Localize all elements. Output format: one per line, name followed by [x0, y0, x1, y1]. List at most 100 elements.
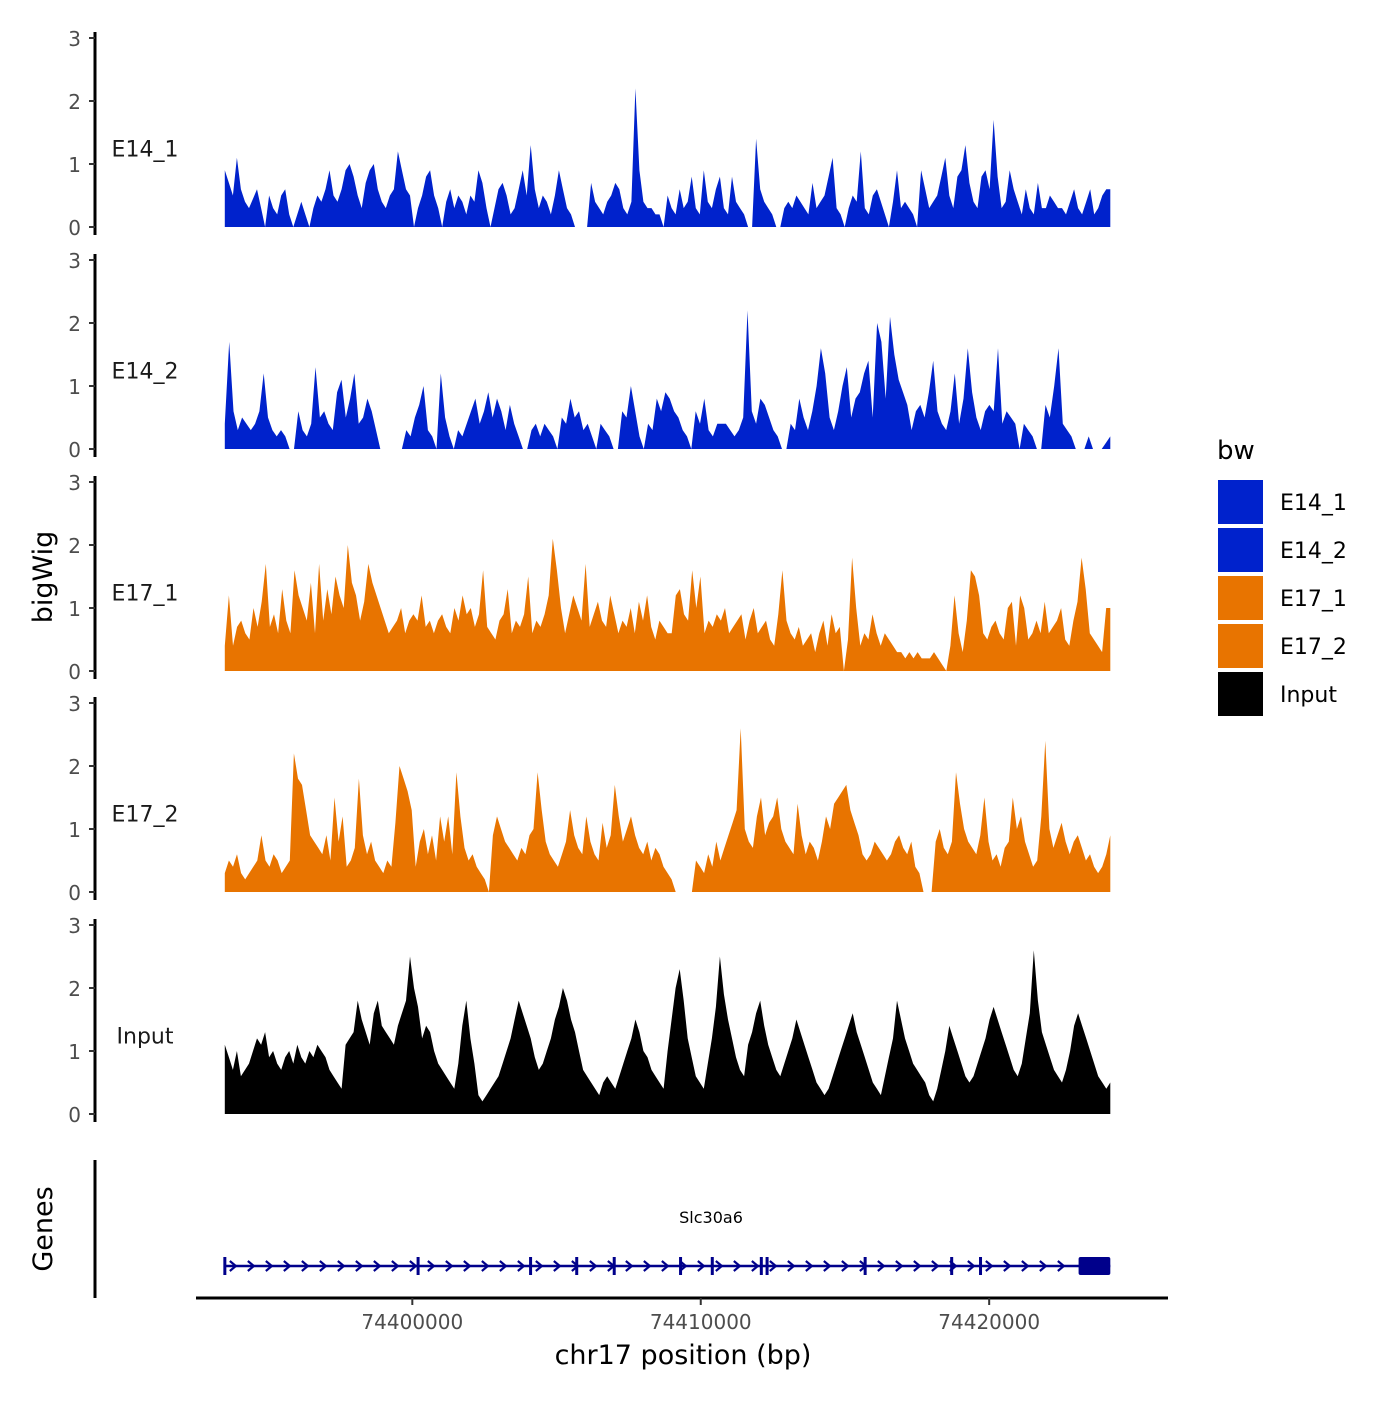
strand-arrow	[229, 1260, 238, 1272]
strand-arrow	[445, 1260, 454, 1272]
signal-area-e17-2	[224, 728, 1111, 892]
y-tick-label: 2	[68, 312, 81, 336]
legend-key-e14-1	[1218, 480, 1263, 524]
y-tick-label: 3	[68, 27, 81, 51]
strand-arrow	[535, 1260, 544, 1272]
strand-arrow	[697, 1260, 706, 1272]
strand-arrow	[985, 1260, 994, 1272]
legend-key-e17-1	[1218, 576, 1263, 620]
genes-track-title: Genes	[28, 1186, 59, 1271]
strand-arrow	[1003, 1260, 1012, 1272]
signal-area-input	[224, 950, 1111, 1114]
legend-label: E17_2	[1280, 635, 1347, 660]
exon-mark	[950, 1257, 954, 1275]
strand-arrow	[967, 1260, 976, 1272]
strand-arrow	[481, 1260, 490, 1272]
track-label: Input	[117, 1025, 174, 1050]
strand-arrow	[499, 1260, 508, 1272]
strand-arrow	[787, 1260, 796, 1272]
utr-block	[1078, 1257, 1111, 1275]
y-tick-label: 2	[68, 90, 81, 114]
y-tick-label: 3	[68, 914, 81, 938]
exon-mark	[759, 1257, 763, 1275]
strand-arrow	[733, 1260, 742, 1272]
exon-mark	[612, 1257, 616, 1275]
exon-mark	[863, 1257, 867, 1275]
strand-arrow	[247, 1260, 256, 1272]
strand-arrow	[1021, 1260, 1030, 1272]
y-tick-label: 0	[68, 438, 81, 462]
strand-arrow	[931, 1260, 940, 1272]
gene-name-label: Slc30a6	[679, 1208, 743, 1227]
y-tick-label: 3	[68, 692, 81, 716]
strand-arrow	[301, 1260, 310, 1272]
strand-arrow	[913, 1260, 922, 1272]
y-tick-label: 1	[68, 818, 81, 842]
y-tick-label: 0	[68, 881, 81, 905]
y-tick-label: 2	[68, 534, 81, 558]
legend-label: E14_2	[1280, 539, 1347, 564]
strand-arrow	[355, 1260, 364, 1272]
strand-arrow	[643, 1260, 652, 1272]
strand-arrow	[373, 1260, 382, 1272]
track-label: E17_1	[112, 582, 179, 607]
y-tick-label: 2	[68, 977, 81, 1001]
legend-label: Input	[1280, 683, 1337, 708]
y-tick-label: 2	[68, 755, 81, 779]
strand-arrow	[427, 1260, 436, 1272]
exon-mark	[416, 1257, 420, 1275]
exon-mark	[710, 1257, 714, 1275]
track-label: E14_2	[112, 360, 179, 385]
strand-arrow	[841, 1260, 850, 1272]
exon-mark	[679, 1257, 683, 1275]
y-tick-label: 1	[68, 597, 81, 621]
signal-area-e14-1	[224, 88, 1111, 228]
y-tick-label: 0	[68, 660, 81, 684]
strand-arrow	[553, 1260, 562, 1272]
x-axis-title: chr17 position (bp)	[555, 1340, 812, 1371]
exon-mark	[575, 1257, 579, 1275]
x-tick-label: 74420000	[938, 1310, 1040, 1334]
y-tick-label: 1	[68, 1040, 81, 1064]
legend-title: bw	[1217, 436, 1255, 466]
strand-arrow	[661, 1260, 670, 1272]
exon-mark	[765, 1257, 769, 1275]
x-tick-label: 74410000	[650, 1310, 752, 1334]
strand-arrow	[1039, 1260, 1048, 1272]
track-label: E17_2	[112, 803, 179, 828]
y-tick-label: 1	[68, 375, 81, 399]
strand-arrow	[625, 1260, 634, 1272]
legend-key-e17-2	[1218, 624, 1263, 668]
exon-mark	[529, 1257, 533, 1275]
strand-arrow	[895, 1260, 904, 1272]
y-axis-title: bigWig	[28, 531, 59, 624]
exon-mark	[223, 1257, 227, 1275]
strand-arrow	[589, 1260, 598, 1272]
strand-arrow	[769, 1260, 778, 1272]
y-tick-label: 1	[68, 153, 81, 177]
signal-area-e14-2	[224, 310, 1111, 449]
strand-arrow	[463, 1260, 472, 1272]
y-tick-label: 3	[68, 249, 81, 273]
strand-arrow	[715, 1260, 724, 1272]
x-tick-label: 74400000	[361, 1310, 463, 1334]
strand-arrow	[877, 1260, 886, 1272]
strand-arrow	[517, 1260, 526, 1272]
y-tick-label: 0	[68, 216, 81, 240]
strand-arrow	[823, 1260, 832, 1272]
signal-area-e17-1	[224, 538, 1111, 671]
strand-arrow	[265, 1260, 274, 1272]
strand-arrow	[1057, 1260, 1066, 1272]
legend-label: E17_1	[1280, 587, 1347, 612]
strand-arrow	[337, 1260, 346, 1272]
strand-arrow	[805, 1260, 814, 1272]
strand-arrow	[283, 1260, 292, 1272]
exon-mark	[979, 1257, 983, 1275]
y-tick-label: 0	[68, 1103, 81, 1127]
track-label: E14_1	[112, 138, 179, 163]
legend-key-input	[1218, 672, 1263, 716]
strand-arrow	[751, 1260, 760, 1272]
legend-key-e14-2	[1218, 528, 1263, 572]
